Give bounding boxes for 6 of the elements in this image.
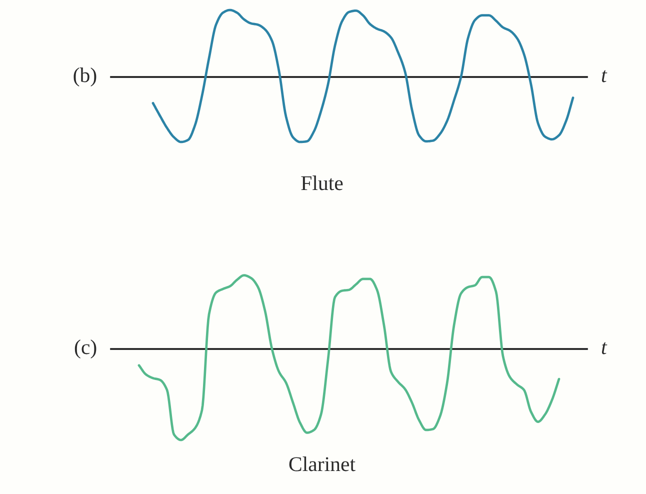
text: (c) (74, 340, 96, 358)
text: Clarinet (289, 456, 356, 472)
x-axis-title: t (602, 342, 608, 354)
text: Flute (301, 176, 343, 190)
text: (b) (74, 68, 96, 86)
x-axis-title: t (602, 70, 608, 82)
